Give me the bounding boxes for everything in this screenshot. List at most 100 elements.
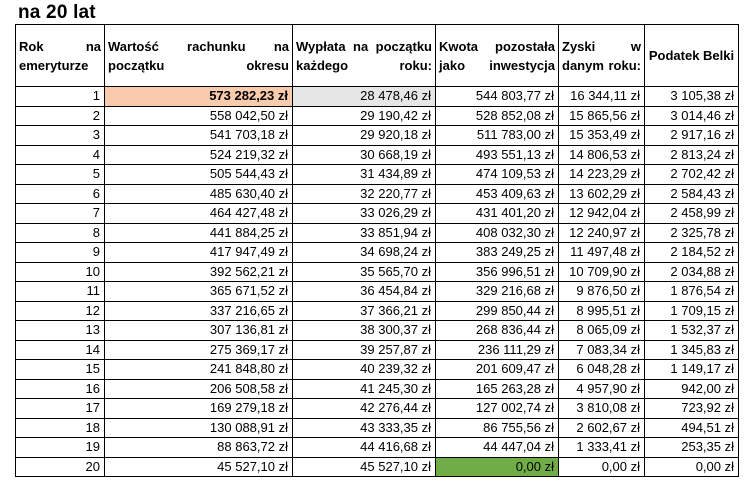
- cell-account-value[interactable]: 206 508,58 zł: [104, 378, 293, 399]
- cell-account-value[interactable]: 130 088,91 zł: [104, 417, 293, 438]
- cell-account-value[interactable]: 392 562,21 zł: [104, 261, 293, 282]
- cell-account-value[interactable]: 417 947,49 zł: [104, 242, 293, 263]
- cell-year[interactable]: 15: [15, 359, 105, 380]
- cell-withdrawal[interactable]: 39 257,87 zł: [292, 339, 436, 360]
- cell-remaining-investment[interactable]: 86 755,56 zł: [435, 417, 559, 438]
- cell-year[interactable]: 14: [15, 339, 105, 360]
- cell-yearly-gains[interactable]: 16 344,11 zł: [558, 86, 645, 107]
- cell-yearly-gains[interactable]: 14 806,53 zł: [558, 144, 645, 165]
- cell-yearly-gains[interactable]: 3 810,08 zł: [558, 398, 645, 419]
- cell-withdrawal[interactable]: 29 920,18 zł: [292, 125, 436, 146]
- cell-account-value[interactable]: 337 216,65 zł: [104, 300, 293, 321]
- cell-yearly-gains[interactable]: 11 497,48 zł: [558, 242, 645, 263]
- cell-belka-tax[interactable]: 2 813,24 zł: [644, 144, 739, 165]
- cell-yearly-gains[interactable]: 12 942,04 zł: [558, 203, 645, 224]
- cell-account-value[interactable]: 307 136,81 zł: [104, 320, 293, 341]
- cell-withdrawal[interactable]: 44 416,68 zł: [292, 437, 436, 458]
- cell-remaining-investment[interactable]: 356 996,51 zł: [435, 261, 559, 282]
- cell-account-value[interactable]: 169 279,18 zł: [104, 398, 293, 419]
- cell-year[interactable]: 4: [15, 144, 105, 165]
- cell-account-value[interactable]: 524 219,32 zł: [104, 144, 293, 165]
- cell-withdrawal[interactable]: 34 698,24 zł: [292, 242, 436, 263]
- cell-withdrawal[interactable]: 36 454,84 zł: [292, 281, 436, 302]
- cell-remaining-investment[interactable]: 236 111,29 zł: [435, 339, 559, 360]
- cell-account-value[interactable]: 541 703,18 zł: [104, 125, 293, 146]
- cell-withdrawal[interactable]: 41 245,30 zł: [292, 378, 436, 399]
- cell-account-value[interactable]: 464 427,48 zł: [104, 203, 293, 224]
- cell-account-value[interactable]: 365 671,52 zł: [104, 281, 293, 302]
- cell-remaining-investment[interactable]: 493 551,13 zł: [435, 144, 559, 165]
- cell-yearly-gains[interactable]: 15 865,56 zł: [558, 105, 645, 126]
- cell-year[interactable]: 2: [15, 105, 105, 126]
- header-withdrawal[interactable]: Wypłata na początku każdego roku:: [292, 24, 436, 87]
- cell-remaining-investment[interactable]: 268 836,44 zł: [435, 320, 559, 341]
- cell-belka-tax[interactable]: 2 458,99 zł: [644, 203, 739, 224]
- cell-account-value[interactable]: 441 884,25 zł: [104, 222, 293, 243]
- cell-yearly-gains[interactable]: 7 083,34 zł: [558, 339, 645, 360]
- cell-remaining-investment[interactable]: 511 783,00 zł: [435, 125, 559, 146]
- cell-remaining-investment[interactable]: 299 850,44 zł: [435, 300, 559, 321]
- cell-withdrawal[interactable]: 45 527,10 zł: [292, 456, 436, 477]
- cell-remaining-investment[interactable]: 528 852,08 zł: [435, 105, 559, 126]
- cell-account-value[interactable]: 45 527,10 zł: [104, 456, 293, 477]
- cell-year[interactable]: 3: [15, 125, 105, 146]
- cell-year[interactable]: 8: [15, 222, 105, 243]
- cell-remaining-investment[interactable]: 0,00 zł: [435, 456, 559, 477]
- cell-belka-tax[interactable]: 2 034,88 zł: [644, 261, 739, 282]
- cell-belka-tax[interactable]: 2 325,78 zł: [644, 222, 739, 243]
- cell-withdrawal[interactable]: 31 434,89 zł: [292, 164, 436, 185]
- cell-account-value[interactable]: 275 369,17 zł: [104, 339, 293, 360]
- cell-withdrawal[interactable]: 32 220,77 zł: [292, 183, 436, 204]
- header-account-value[interactable]: Wartość rachunku na początku okresu: [104, 24, 293, 87]
- cell-year[interactable]: 17: [15, 398, 105, 419]
- cell-yearly-gains[interactable]: 12 240,97 zł: [558, 222, 645, 243]
- cell-yearly-gains[interactable]: 0,00 zł: [558, 456, 645, 477]
- cell-account-value[interactable]: 505 544,43 zł: [104, 164, 293, 185]
- cell-belka-tax[interactable]: 2 917,16 zł: [644, 125, 739, 146]
- cell-withdrawal[interactable]: 29 190,42 zł: [292, 105, 436, 126]
- cell-belka-tax[interactable]: 2 584,43 zł: [644, 183, 739, 204]
- cell-year[interactable]: 18: [15, 417, 105, 438]
- cell-year[interactable]: 12: [15, 300, 105, 321]
- cell-remaining-investment[interactable]: 474 109,53 zł: [435, 164, 559, 185]
- cell-remaining-investment[interactable]: 431 401,20 zł: [435, 203, 559, 224]
- cell-account-value[interactable]: 558 042,50 zł: [104, 105, 293, 126]
- cell-remaining-investment[interactable]: 383 249,25 zł: [435, 242, 559, 263]
- cell-year[interactable]: 7: [15, 203, 105, 224]
- cell-yearly-gains[interactable]: 15 353,49 zł: [558, 125, 645, 146]
- cell-year[interactable]: 1: [15, 86, 105, 107]
- cell-belka-tax[interactable]: 3 105,38 zł: [644, 86, 739, 107]
- cell-belka-tax[interactable]: 1 532,37 zł: [644, 320, 739, 341]
- cell-remaining-investment[interactable]: 408 032,30 zł: [435, 222, 559, 243]
- cell-account-value[interactable]: 241 848,80 zł: [104, 359, 293, 380]
- cell-withdrawal[interactable]: 38 300,37 zł: [292, 320, 436, 341]
- cell-yearly-gains[interactable]: 9 876,50 zł: [558, 281, 645, 302]
- cell-belka-tax[interactable]: 1 876,54 zł: [644, 281, 739, 302]
- header-belka-tax[interactable]: Podatek Belki: [644, 24, 739, 87]
- cell-withdrawal[interactable]: 28 478,46 zł: [292, 86, 436, 107]
- cell-yearly-gains[interactable]: 1 333,41 zł: [558, 437, 645, 458]
- cell-yearly-gains[interactable]: 8 065,09 zł: [558, 320, 645, 341]
- cell-year[interactable]: 10: [15, 261, 105, 282]
- cell-withdrawal[interactable]: 40 239,32 zł: [292, 359, 436, 380]
- cell-remaining-investment[interactable]: 329 216,68 zł: [435, 281, 559, 302]
- cell-yearly-gains[interactable]: 4 957,90 zł: [558, 378, 645, 399]
- cell-belka-tax[interactable]: 942,00 zł: [644, 378, 739, 399]
- cell-belka-tax[interactable]: 1 149,17 zł: [644, 359, 739, 380]
- cell-account-value[interactable]: 88 863,72 zł: [104, 437, 293, 458]
- cell-year[interactable]: 11: [15, 281, 105, 302]
- cell-belka-tax[interactable]: 1 345,83 zł: [644, 339, 739, 360]
- cell-belka-tax[interactable]: 0,00 zł: [644, 456, 739, 477]
- cell-year[interactable]: 13: [15, 320, 105, 341]
- cell-belka-tax[interactable]: 2 184,52 zł: [644, 242, 739, 263]
- cell-yearly-gains[interactable]: 8 995,51 zł: [558, 300, 645, 321]
- cell-withdrawal[interactable]: 30 668,19 zł: [292, 144, 436, 165]
- cell-year[interactable]: 9: [15, 242, 105, 263]
- cell-belka-tax[interactable]: 723,92 zł: [644, 398, 739, 419]
- cell-remaining-investment[interactable]: 453 409,63 zł: [435, 183, 559, 204]
- cell-withdrawal[interactable]: 37 366,21 zł: [292, 300, 436, 321]
- cell-remaining-investment[interactable]: 44 447,04 zł: [435, 437, 559, 458]
- cell-year[interactable]: 19: [15, 437, 105, 458]
- cell-year[interactable]: 20: [15, 456, 105, 477]
- cell-yearly-gains[interactable]: 10 709,90 zł: [558, 261, 645, 282]
